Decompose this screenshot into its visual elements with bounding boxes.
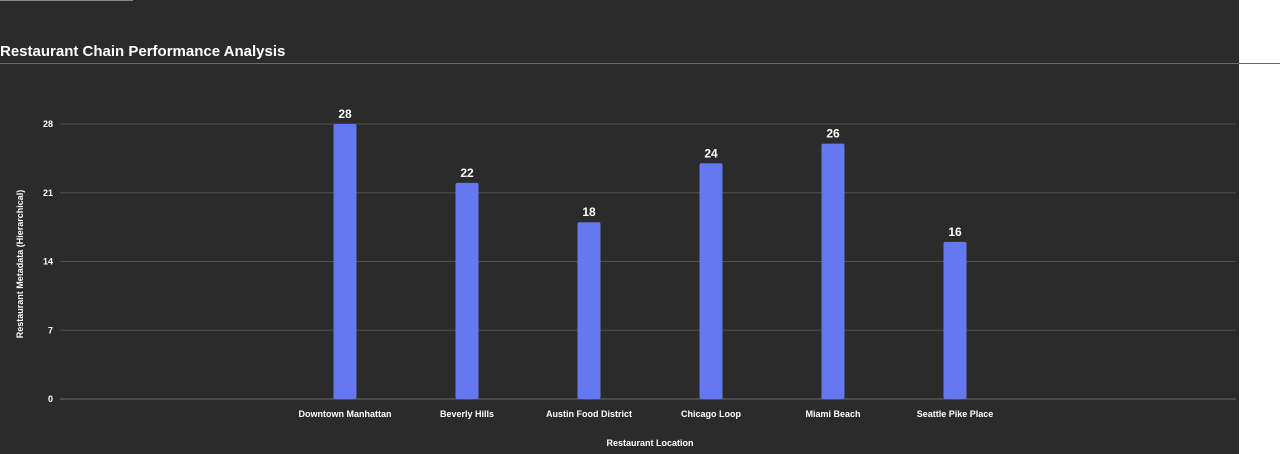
bar[interactable] xyxy=(333,124,357,399)
y-axis-ticks: 0 7 14 21 28 xyxy=(43,119,53,404)
x-axis-label: Restaurant Location xyxy=(606,438,693,448)
x-tick-label: Downtown Manhattan xyxy=(299,409,392,419)
data-label: 26 xyxy=(826,127,840,141)
y-tick-label: 0 xyxy=(48,394,53,404)
data-label: 22 xyxy=(460,166,474,180)
x-tick-label: Chicago Loop xyxy=(681,409,741,419)
grid-lines xyxy=(60,123,1236,400)
top-tab-indicator xyxy=(0,0,133,1)
x-tick-label: Austin Food District xyxy=(546,409,632,419)
x-tick-label: Seattle Pike Place xyxy=(917,409,994,419)
bars xyxy=(333,124,967,399)
data-label: 24 xyxy=(704,146,718,160)
chart-title: Restaurant Chain Performance Analysis xyxy=(0,43,286,60)
bar[interactable] xyxy=(455,182,479,399)
chart-panel: Restaurant Chain Performance Analysis xyxy=(0,0,1239,454)
y-tick-label: 21 xyxy=(43,188,53,198)
data-label: 18 xyxy=(582,205,596,219)
data-label: 16 xyxy=(948,225,962,239)
data-label: 28 xyxy=(338,107,352,121)
data-labels: 28 22 18 24 26 16 xyxy=(338,107,962,239)
bar[interactable] xyxy=(821,143,845,399)
bar[interactable] xyxy=(699,163,723,399)
bar[interactable] xyxy=(577,222,601,399)
title-divider xyxy=(0,63,1280,64)
bar[interactable] xyxy=(943,241,967,399)
y-tick-label: 28 xyxy=(43,119,53,129)
x-axis-ticks: Downtown Manhattan Beverly Hills Austin Fo… xyxy=(299,409,994,419)
y-axis-label: Restaurant Metadata (Hierarchical) xyxy=(15,190,25,339)
y-tick-label: 14 xyxy=(43,257,53,267)
x-tick-label: Miami Beach xyxy=(805,409,860,419)
x-tick-label: Beverly Hills xyxy=(440,409,494,419)
y-tick-label: 7 xyxy=(48,325,53,335)
